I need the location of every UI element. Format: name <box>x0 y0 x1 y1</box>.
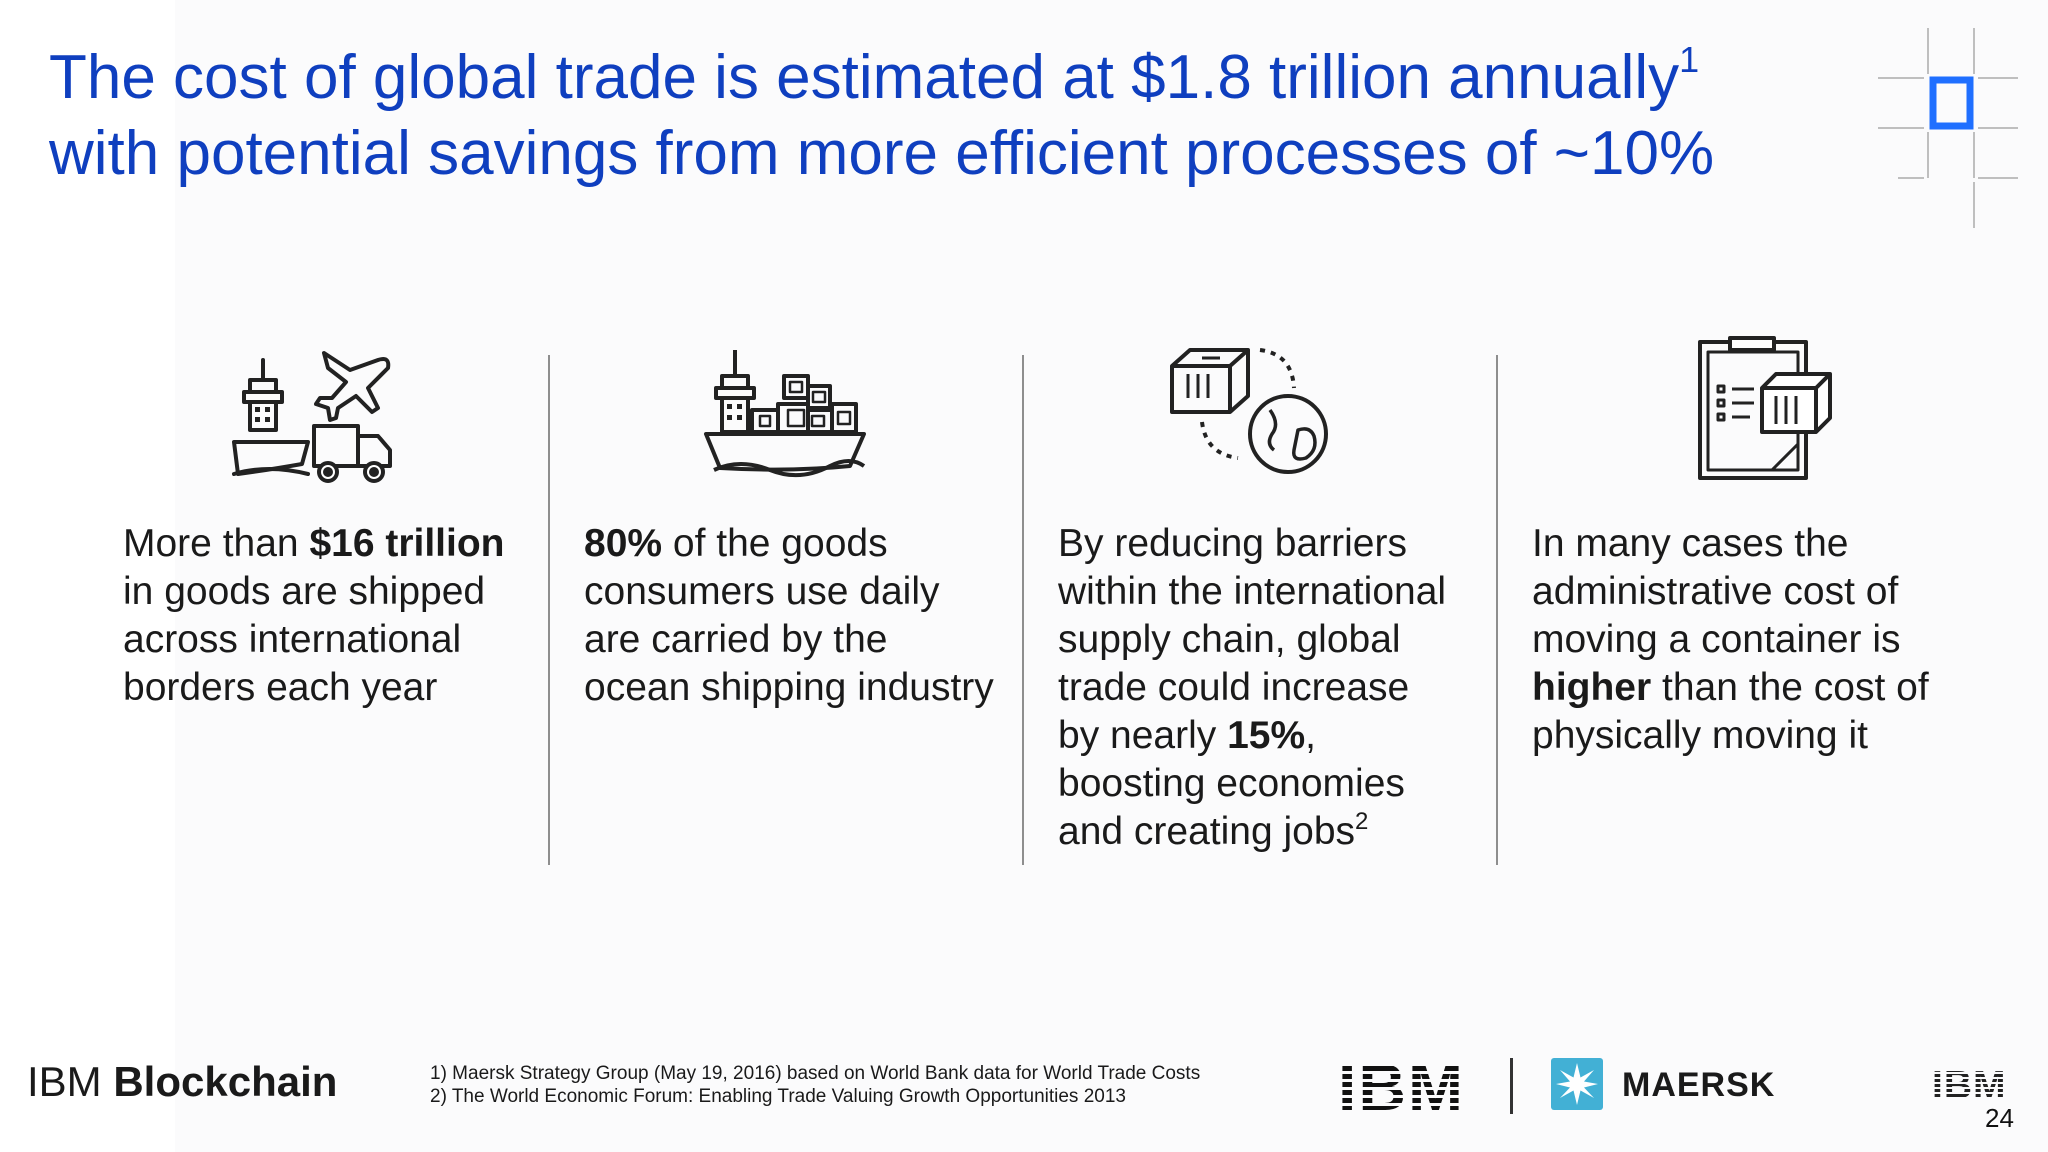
ibm-small-logo: IBM <box>1932 1064 2020 1107</box>
maersk-logo-text: MAERSK <box>1622 1066 1776 1104</box>
ibm-blockchain-brand: IBM Blockchain <box>27 1058 338 1105</box>
page-number: 24 <box>1985 1103 2014 1133</box>
text-line: ocean shipping industry <box>584 666 994 709</box>
text-line: in goods are shipped <box>123 570 486 613</box>
text-line: by nearly 15%, <box>1058 714 1316 757</box>
footnotes: 1) Maersk Strategy Group (May 19, 2016) … <box>430 1062 1200 1108</box>
container-ship-icon <box>700 338 870 488</box>
ibm-logo: IBM <box>1338 1050 1486 1124</box>
svg-text:IBM: IBM <box>1932 1067 2007 1101</box>
ibm-corner-square-icon <box>1878 28 2018 230</box>
column-1-text: More than $16 trillion in goods are ship… <box>123 520 505 712</box>
text-line: higher than the cost of <box>1532 666 1929 709</box>
slide-title: The cost of global trade is estimated at… <box>49 40 1849 192</box>
column-divider <box>548 355 550 865</box>
text-line: consumers use daily <box>584 570 940 613</box>
text-line: boosting economies <box>1058 762 1405 805</box>
text-line: More than $16 trillion <box>123 522 505 565</box>
title-footnote-marker: 1 <box>1679 39 1700 80</box>
text-line: across international <box>123 618 462 661</box>
column-3-text: By reducing barriers within the internat… <box>1058 520 1446 856</box>
text-line: By reducing barriers <box>1058 522 1407 565</box>
text-line: within the international <box>1058 570 1447 613</box>
text-line: supply chain, global <box>1058 618 1401 661</box>
text-line: physically moving it <box>1532 714 1868 757</box>
clipboard-package-icon <box>1680 336 1850 486</box>
text-line: administrative cost of <box>1532 570 1899 613</box>
footnote-2: 2) The World Economic Forum: Enabling Tr… <box>430 1086 1126 1107</box>
text-line: 80% of the goods <box>584 522 888 565</box>
column-2-text: 80% of the goods consumers use daily are… <box>584 520 994 712</box>
column-divider <box>1022 355 1024 865</box>
ship-plane-truck-icon <box>228 338 398 488</box>
slide-background <box>175 0 2048 1152</box>
maersk-star-icon <box>1551 1058 1603 1110</box>
text-line: moving a container is <box>1532 618 1901 661</box>
title-line-1: The cost of global trade is estimated at… <box>49 39 1700 113</box>
footnote-marker: 2 <box>1355 808 1369 835</box>
text-line: trade could increase <box>1058 666 1410 709</box>
column-4-text: In many cases the administrative cost of… <box>1532 520 1929 760</box>
svg-text:IBM: IBM <box>1338 1055 1465 1115</box>
package-globe-icon <box>1162 336 1332 486</box>
text-line: are carried by the <box>584 618 888 661</box>
text-line: borders each year <box>123 666 438 709</box>
text-line: In many cases the <box>1532 522 1849 565</box>
title-line-2: with potential savings from more efficie… <box>49 119 1715 188</box>
column-divider <box>1496 355 1498 865</box>
logo-separator <box>1510 1058 1513 1114</box>
footnote-1: 1) Maersk Strategy Group (May 19, 2016) … <box>430 1063 1201 1084</box>
text-line: and creating jobs2 <box>1058 808 1369 854</box>
